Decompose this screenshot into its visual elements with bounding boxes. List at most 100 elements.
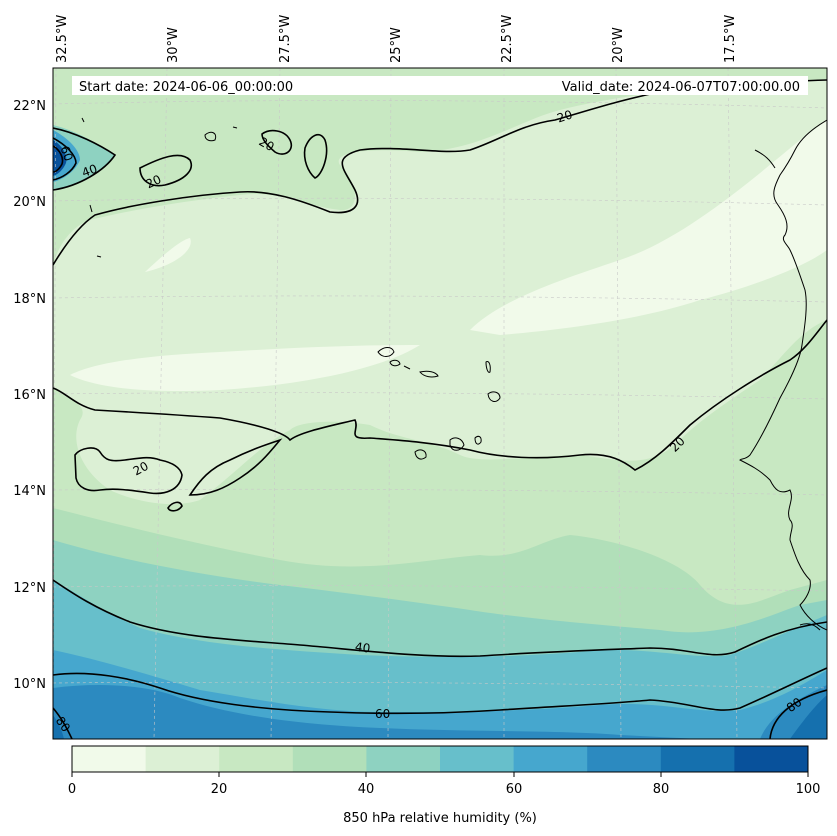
band-70-80 — [53, 685, 827, 739]
africa-coast — [739, 119, 827, 631]
island-cape-verde-9 — [414, 449, 427, 460]
colorbar-tick-label-60: 60 — [506, 782, 523, 797]
contour-20-n-small3 — [139, 154, 192, 187]
island-cape-verde-6 — [403, 365, 411, 370]
colorbar-segment — [660, 746, 735, 772]
colorbar-tick-label-80: 80 — [653, 782, 670, 797]
africa-inlet — [754, 149, 776, 169]
grid-lat-14 — [53, 488, 827, 496]
contour-60 — [53, 667, 827, 715]
colorbar-segment — [366, 746, 441, 772]
grid-lon-17-5 — [727, 68, 738, 739]
island-cape-verde-2 — [389, 359, 401, 367]
contour-20-n-small1 — [261, 129, 293, 155]
colorbar-segment — [219, 746, 294, 772]
lat-tick-10: 10°N — [13, 677, 46, 692]
contour-nw-60 — [53, 137, 77, 181]
lon-tick-labels: 32.5°W 30°W 27.5°W 25°W 22.5°W 20°W 17.5… — [55, 15, 738, 63]
colorbar-segment — [587, 746, 662, 772]
contour-80-west — [53, 707, 73, 739]
island-nw-3 — [89, 204, 93, 213]
contour-label-60: 60 — [375, 707, 390, 721]
contour-20-south — [53, 319, 827, 471]
map-frame — [52, 67, 828, 740]
colorbar-label: 850 hPa relative humidity (%) — [343, 811, 537, 826]
grid-lat-12 — [53, 585, 827, 592]
island-nw-5 — [81, 117, 85, 123]
colorbar — [72, 746, 809, 772]
island-cape-verde-1 — [377, 347, 395, 357]
island-cape-verde-8 — [474, 435, 482, 445]
lon-tick-17-5: 17.5°W — [723, 15, 738, 63]
lat-tick-12: 12°N — [13, 581, 46, 596]
grid-lon-25 — [387, 68, 392, 739]
band-10-20 — [53, 80, 827, 505]
humidity-field — [53, 68, 827, 739]
colorbar-tick-label-20: 20 — [211, 782, 228, 797]
contour-label-20-ne: 20 — [555, 107, 574, 125]
band-0-10-west — [70, 345, 420, 392]
colorbar-segment — [145, 746, 220, 772]
grid-lat-10 — [53, 681, 827, 689]
island-nw-4 — [96, 255, 102, 258]
island-nw-1 — [204, 131, 217, 142]
lon-tick-32-5: 32.5°W — [55, 15, 70, 63]
lat-tick-22: 22°N — [13, 99, 46, 114]
coastlines — [81, 117, 827, 631]
grid-lat-16 — [53, 392, 827, 400]
colorbar-segment — [440, 746, 515, 772]
lat-tick-labels: 22°N 20°N 18°N 16°N 14°N 12°N 10°N — [13, 99, 46, 692]
lon-tick-30: 30°W — [166, 27, 181, 63]
contour-label-60-nw: 60 — [57, 144, 75, 163]
contour-lines — [53, 79, 827, 739]
grid-lat-22 — [53, 100, 827, 109]
colorbar-segment — [292, 746, 367, 772]
contour-label-20-w: 20 — [131, 459, 151, 479]
coast-guinea — [799, 623, 821, 631]
contour-20-island — [188, 438, 283, 496]
lon-tick-27-5: 27.5°W — [278, 15, 293, 63]
colorbar-ticks: 0 20 40 60 80 100 — [68, 772, 821, 797]
island-cape-verde-3 — [419, 370, 439, 378]
band-0-10-east — [470, 120, 827, 335]
lon-tick-25: 25°W — [389, 27, 404, 63]
colorbar-segment — [513, 746, 588, 772]
contour-label-20-center: 20 — [256, 134, 276, 154]
contour-nw-80 — [53, 145, 64, 173]
contour-20-n-small2 — [303, 133, 328, 179]
start-date-label: Start date: 2024-06-06_00:00:00 — [79, 80, 293, 95]
colorbar-segment — [72, 746, 147, 772]
colorbar-tick-label-100: 100 — [796, 782, 821, 797]
grid-lat-20 — [53, 197, 827, 206]
contour-80-east — [769, 689, 827, 739]
contour-nw-40 — [53, 127, 117, 191]
lon-tick-20: 20°W — [611, 27, 626, 63]
island-cape-verde-7 — [449, 437, 465, 451]
contour-40 — [53, 579, 827, 658]
grid-lon-30 — [153, 68, 168, 739]
lat-tick-16: 16°N — [13, 388, 46, 403]
lat-tick-20: 20°N — [13, 195, 46, 210]
contour-label-20-nw: 20 — [144, 172, 164, 191]
lat-tick-18: 18°N — [13, 292, 46, 307]
info-box — [72, 76, 808, 95]
grid-lon-20 — [615, 68, 622, 739]
colorbar-tick-label-40: 40 — [358, 782, 375, 797]
lat-tick-14: 14°N — [13, 484, 46, 499]
contour-20-blob — [167, 501, 183, 512]
island-nw-2 — [232, 126, 238, 129]
valid-date-label: Valid_date: 2024-06-07T07:00:00.00 — [562, 80, 800, 95]
contour-20-north — [53, 79, 827, 266]
grid-lon-27-5 — [270, 68, 281, 739]
colorbar-segment — [734, 746, 809, 772]
grid-lat-18 — [53, 295, 827, 303]
island-cape-verde-5 — [487, 391, 501, 402]
colorbar-frame — [71, 745, 809, 773]
band-0-10-small — [145, 238, 191, 272]
contour-label-40-nw: 40 — [80, 162, 99, 180]
contour-20-west-loop — [74, 447, 183, 495]
lon-tick-22-5: 22.5°W — [500, 15, 515, 63]
contour-label-40: 40 — [354, 640, 371, 656]
island-cape-verde-4 — [485, 361, 491, 373]
